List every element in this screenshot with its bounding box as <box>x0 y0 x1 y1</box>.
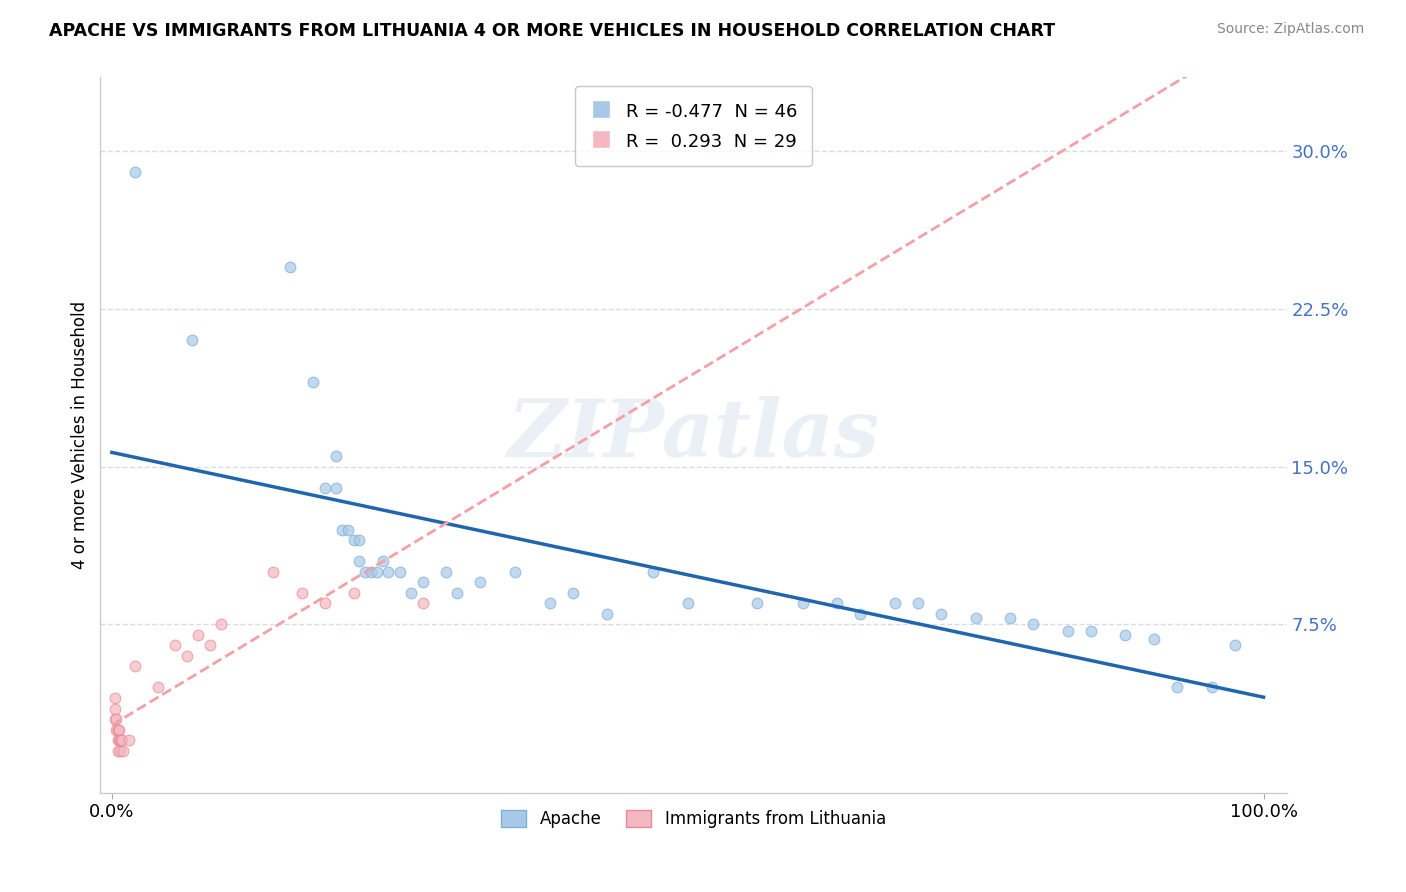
Point <box>108 743 131 757</box>
Point <box>314 596 336 610</box>
Point <box>124 659 146 673</box>
Point <box>118 733 141 747</box>
Point <box>401 586 423 600</box>
Text: APACHE VS IMMIGRANTS FROM LITHUANIA 4 OR MORE VEHICLES IN HOUSEHOLD CORRELATION : APACHE VS IMMIGRANTS FROM LITHUANIA 4 OR… <box>49 22 1056 40</box>
Point <box>105 723 128 737</box>
Text: ZIPatlas: ZIPatlas <box>508 396 880 474</box>
Point <box>388 565 411 579</box>
Point <box>111 733 134 747</box>
Point <box>446 586 468 600</box>
Point <box>349 533 371 548</box>
Point <box>643 565 665 579</box>
Point <box>291 586 314 600</box>
Point <box>596 607 619 621</box>
Point <box>371 554 394 568</box>
Point <box>745 596 768 610</box>
Point <box>105 712 128 726</box>
Point <box>792 596 814 610</box>
Point <box>325 481 347 495</box>
Point <box>965 611 987 625</box>
Point <box>561 586 583 600</box>
Point <box>366 565 388 579</box>
Point <box>165 639 187 653</box>
Point <box>262 565 284 579</box>
Point <box>827 596 849 610</box>
Point <box>929 607 952 621</box>
Point <box>107 723 129 737</box>
Point <box>107 733 129 747</box>
Point <box>124 165 146 179</box>
Point <box>1080 624 1102 638</box>
Point <box>538 596 561 610</box>
Point <box>1114 628 1136 642</box>
Point <box>1223 639 1246 653</box>
Point <box>112 743 135 757</box>
Point <box>325 449 347 463</box>
Text: Source: ZipAtlas.com: Source: ZipAtlas.com <box>1216 22 1364 37</box>
Point <box>209 617 232 632</box>
Point <box>412 575 434 590</box>
Point <box>676 596 699 610</box>
Point <box>343 533 366 548</box>
Point <box>377 565 399 579</box>
Point <box>181 334 204 348</box>
Point <box>104 712 127 726</box>
Point <box>1166 681 1188 695</box>
Point <box>412 596 434 610</box>
Point <box>849 607 872 621</box>
Point <box>1056 624 1078 638</box>
Point <box>104 691 127 706</box>
Y-axis label: 4 or more Vehicles in Household: 4 or more Vehicles in Household <box>72 301 89 569</box>
Point <box>280 260 302 274</box>
Point <box>107 723 129 737</box>
Point <box>176 648 198 663</box>
Point <box>104 701 127 715</box>
Point <box>107 743 129 757</box>
Point <box>354 565 377 579</box>
Point <box>907 596 929 610</box>
Point <box>108 733 131 747</box>
Point <box>198 639 221 653</box>
Legend: Apache, Immigrants from Lithuania: Apache, Immigrants from Lithuania <box>495 803 893 834</box>
Point <box>314 481 336 495</box>
Point <box>503 565 526 579</box>
Point <box>107 733 129 747</box>
Point <box>1022 617 1045 632</box>
Point <box>998 611 1021 625</box>
Point <box>343 586 366 600</box>
Point <box>349 554 371 568</box>
Point <box>302 376 325 390</box>
Point <box>110 733 132 747</box>
Point <box>1201 681 1223 695</box>
Point <box>884 596 907 610</box>
Point <box>107 723 129 737</box>
Point <box>434 565 457 579</box>
Point <box>336 523 359 537</box>
Point <box>330 523 353 537</box>
Point <box>146 681 169 695</box>
Point <box>360 565 382 579</box>
Point <box>470 575 492 590</box>
Point <box>1143 632 1166 646</box>
Point <box>187 628 209 642</box>
